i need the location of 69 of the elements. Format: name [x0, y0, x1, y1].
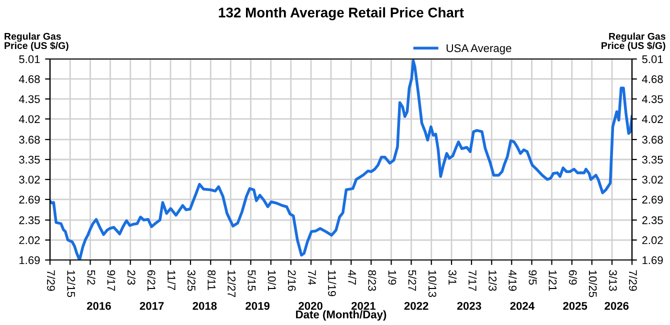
- y2-tick-label: 2.02: [642, 236, 663, 244]
- y2-axis-title: Regular Gas Price (US $/G): [602, 32, 666, 51]
- y2-tick-label: 5.01: [642, 55, 663, 64]
- x-tick-label: 9/5: [528, 270, 537, 285]
- x2-tick-label: 2016: [86, 302, 111, 310]
- y-tick-label: 4.68: [18, 75, 40, 84]
- y-tick-label: 4.02: [18, 115, 40, 124]
- x-axis-title: Date (Month/Day): [296, 310, 386, 321]
- y-tick-label: 2.02: [19, 236, 40, 244]
- x-tick-label: 12/15: [67, 270, 76, 298]
- y2-tick-label: 1.69: [642, 256, 663, 264]
- y2-tick-label: 3.35: [642, 156, 663, 164]
- y2-tick-label: 3.02: [642, 176, 663, 184]
- x2-tick-label: 2017: [140, 302, 164, 310]
- x-tick-label: 12/3: [488, 270, 497, 291]
- x-tick-label: 6/21: [147, 270, 156, 291]
- y2-tick-label: 2.69: [642, 196, 663, 204]
- x-tick-label: 4/19: [508, 270, 517, 291]
- y-tick-label: 4.35: [18, 95, 40, 104]
- x2-tick-label: 2018: [192, 302, 217, 310]
- x2-tick-label: 2019: [246, 302, 270, 310]
- x-tick-label: 2/16: [288, 270, 296, 291]
- x-tick-label: 8/23: [368, 270, 376, 291]
- legend-label: USA Average: [446, 44, 512, 54]
- x2-tick-label: 2020: [298, 302, 322, 310]
- x-tick-label: 11/7: [168, 270, 176, 290]
- x-tick-label: 7/29: [47, 270, 56, 291]
- chart-title: 132 Month Average Retail Price Chart: [218, 7, 464, 20]
- line-series: [50, 59, 632, 260]
- y-tick-label: 5.01: [19, 55, 40, 64]
- x2-tick-label: 2025: [563, 302, 588, 310]
- y2-tick-label: 3.68: [642, 136, 663, 144]
- x-tick-label: 3/1: [448, 270, 457, 285]
- y2-tick-label: 4.35: [642, 95, 663, 104]
- x2-tick-label: 2022: [404, 302, 428, 310]
- x-tick-label: 1/9: [388, 270, 396, 285]
- y-tick-label: 2.69: [19, 196, 40, 204]
- x-tick-label: 7/4: [308, 270, 316, 285]
- x-tick-label: 3/25: [188, 270, 196, 291]
- x-tick-label: 7/29: [629, 270, 638, 291]
- x2-tick-label: 2023: [457, 302, 482, 310]
- x-tick-label: 12/27: [228, 270, 236, 297]
- x2-tick-label: 2026: [604, 302, 629, 310]
- x-tick-label: 11/19: [328, 270, 336, 296]
- x-tick-label: 6/9: [568, 270, 578, 285]
- x-tick-label: 5/2: [87, 270, 96, 285]
- x-tick-label: 4/7: [348, 270, 356, 285]
- y-tick-label: 2.35: [19, 216, 40, 224]
- x-tick-label: 5/27: [408, 270, 416, 291]
- x-tick-label: 10/1: [268, 270, 276, 291]
- y-tick-label: 3.02: [19, 176, 40, 184]
- y2-tick-label: 4.68: [642, 75, 663, 84]
- x-tick-label: 9/17: [107, 270, 116, 291]
- y-tick-label: 1.69: [20, 256, 40, 264]
- y-tick-label: 3.35: [19, 156, 40, 164]
- y2-tick-label: 2.35: [642, 216, 663, 224]
- x-tick-label: 8/11: [208, 270, 216, 290]
- x-tick-label: 5/15: [248, 270, 256, 291]
- x-tick-label: 2/3: [127, 270, 136, 285]
- x-tick-label: 10/25: [588, 270, 598, 298]
- y-tick-label: 3.68: [19, 136, 40, 144]
- x-tick-label: 7/17: [468, 270, 477, 291]
- x-tick-label: 10/13: [428, 270, 437, 298]
- x2-tick-label: 2021: [351, 302, 376, 310]
- x-tick-label: 3/13: [609, 270, 618, 291]
- x-tick-label: 1/21: [548, 270, 557, 291]
- y2-tick-label: 4.02: [642, 115, 663, 124]
- y-axis-title: Regular Gas Price (US $/G): [4, 32, 68, 51]
- x2-tick-label: 2024: [510, 302, 535, 310]
